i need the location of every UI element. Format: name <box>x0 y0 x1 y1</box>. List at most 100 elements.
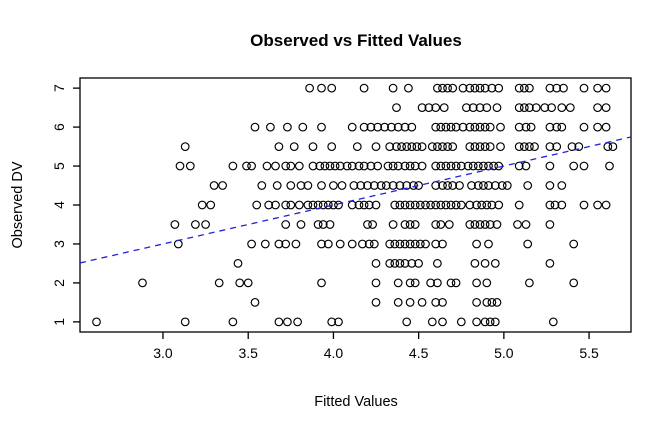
data-point <box>329 181 338 190</box>
data-point <box>242 161 251 171</box>
data-point <box>417 298 427 307</box>
data-point <box>371 298 381 307</box>
data-point <box>395 200 405 210</box>
data-point <box>438 239 447 249</box>
data-point <box>525 103 534 112</box>
data-point <box>605 161 614 171</box>
data-point <box>514 122 524 132</box>
data-point <box>318 220 328 229</box>
data-point <box>283 122 292 132</box>
data-point <box>426 200 435 210</box>
data-point <box>557 122 567 132</box>
data-point <box>228 161 238 171</box>
data-point <box>559 83 568 93</box>
y-tick-label: 6 <box>51 123 67 131</box>
data-point <box>405 278 415 288</box>
data-point <box>484 239 493 249</box>
data-point <box>414 259 423 268</box>
data-point <box>303 181 313 190</box>
data-point <box>439 103 449 112</box>
data-point <box>480 220 490 229</box>
data-point <box>545 161 555 171</box>
data-point <box>487 200 497 210</box>
x-tick-label: 4.0 <box>324 345 344 361</box>
data-point <box>395 259 405 268</box>
data-point <box>272 181 282 190</box>
data-point <box>465 122 475 132</box>
data-point <box>472 317 481 327</box>
data-point <box>286 200 296 210</box>
data-point <box>388 181 398 190</box>
data-point <box>433 83 442 93</box>
data-point <box>334 200 343 210</box>
data-point <box>552 142 562 151</box>
data-point <box>463 161 473 171</box>
data-point <box>608 142 618 151</box>
data-point <box>601 103 611 112</box>
data-point <box>327 83 337 93</box>
data-point <box>405 298 415 307</box>
data-point <box>601 200 611 210</box>
y-tick-label: 5 <box>51 162 67 170</box>
data-point <box>349 181 359 190</box>
data-point <box>197 200 207 210</box>
data-point <box>436 161 446 171</box>
data-point <box>455 181 464 190</box>
data-point <box>415 239 425 249</box>
data-point <box>480 122 490 132</box>
data-point <box>317 239 326 249</box>
data-point <box>266 122 275 132</box>
data-point <box>545 142 555 151</box>
data-point <box>519 103 529 112</box>
data-point <box>579 161 589 171</box>
data-point <box>291 239 301 249</box>
data-point <box>347 122 357 132</box>
data-point <box>405 220 415 229</box>
data-point <box>315 161 325 171</box>
data-point <box>296 220 306 229</box>
data-point <box>487 298 497 307</box>
data-point <box>228 317 238 327</box>
data-point <box>482 298 492 307</box>
data-point <box>601 83 611 93</box>
data-point <box>330 161 340 171</box>
data-point <box>441 200 451 210</box>
data-point <box>354 161 364 171</box>
data-point <box>410 239 420 249</box>
data-point <box>514 142 524 151</box>
data-point <box>431 298 441 307</box>
data-point <box>405 239 415 249</box>
data-point <box>552 122 562 132</box>
data-point <box>323 239 333 249</box>
data-point <box>480 259 490 268</box>
data-point <box>438 181 447 190</box>
data-point <box>214 278 224 288</box>
data-point <box>308 161 318 171</box>
data-point <box>180 142 190 151</box>
data-point <box>243 278 253 288</box>
data-point <box>337 181 347 190</box>
data-point <box>415 200 425 210</box>
data-point <box>431 161 441 171</box>
data-point <box>313 220 323 229</box>
data-point <box>274 239 284 249</box>
data-point <box>402 181 412 190</box>
data-point <box>548 317 558 327</box>
data-point <box>359 200 369 210</box>
data-point <box>446 200 456 210</box>
data-point <box>393 161 403 171</box>
data-point <box>448 142 458 151</box>
data-point <box>404 83 413 93</box>
data-point <box>400 220 410 229</box>
data-point <box>175 161 185 171</box>
data-point <box>472 200 481 210</box>
data-point <box>305 83 314 93</box>
data-point <box>514 161 524 171</box>
data-point <box>552 83 562 93</box>
data-point <box>569 239 579 249</box>
data-point <box>545 200 555 210</box>
data-point <box>456 161 466 171</box>
data-point <box>470 259 480 268</box>
data-point <box>427 142 437 151</box>
